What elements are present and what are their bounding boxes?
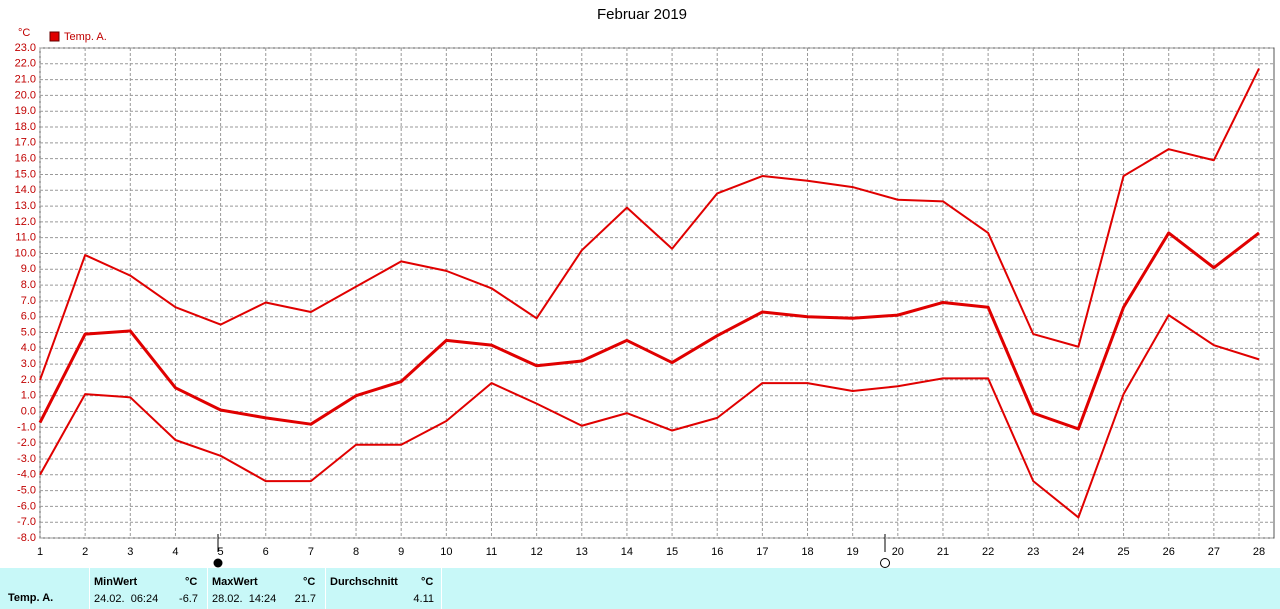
y-tick-label: 1.0 (21, 390, 36, 402)
x-tick-label: 8 (353, 546, 359, 558)
y-tick-label: 3.0 (21, 358, 36, 370)
x-tick-label: 5 (218, 546, 224, 558)
x-tick-label: 26 (1163, 546, 1175, 558)
y-tick-label: 9.0 (21, 263, 36, 275)
series-line (39, 314, 1260, 519)
y-tick-label: 20.0 (15, 89, 36, 101)
x-tick-label: 16 (711, 546, 723, 558)
y-tick-label: 14.0 (15, 184, 36, 196)
y-tick-label: 13.0 (15, 200, 36, 212)
y-tick-label: 19.0 (15, 105, 36, 117)
y-tick-label: -4.0 (17, 469, 36, 481)
plot-frame (39, 47, 1275, 539)
x-tick-label: 9 (398, 546, 404, 558)
summary-bar: Temp. A. MinWert °C 24.02. 06:24 -6.7 Ma… (0, 568, 1280, 609)
x-tick-label: 6 (263, 546, 269, 558)
y-tick-label: -6.0 (17, 500, 36, 512)
min-header: MinWert (94, 576, 138, 588)
x-tick-label: 12 (531, 546, 543, 558)
x-tick-label: 1 (37, 546, 43, 558)
x-tick-label: 24 (1072, 546, 1084, 558)
max-unit: °C (303, 576, 316, 588)
series-line (39, 68, 1260, 381)
legend-label: Temp. A. (64, 31, 107, 43)
y-tick-label: -7.0 (17, 516, 36, 528)
x-tick-label: 4 (172, 546, 178, 558)
y-tick-label: -8.0 (17, 532, 36, 544)
y-tick-label: -3.0 (17, 453, 36, 465)
new-moon (880, 558, 890, 568)
chart: Februar 2019 °C Temp. A. -8.0 -7.0 -6.0 -5.… (15, 6, 1275, 568)
y-tick-label: 5.0 (21, 326, 36, 338)
x-tick-label: 15 (666, 546, 678, 558)
x-tick-label: 10 (440, 546, 452, 558)
legend-swatch (49, 31, 60, 42)
y-tick-label: -5.0 (17, 484, 36, 496)
y-tick-label: 4.0 (21, 342, 36, 354)
x-tick-label: 7 (308, 546, 314, 558)
y-tick-label: 21.0 (15, 74, 36, 86)
y-tick-label: -2.0 (17, 437, 36, 449)
y-tick-label: -1.0 (17, 421, 36, 433)
y-tick-label: 17.0 (15, 137, 36, 149)
x-tick-label: 23 (1027, 546, 1039, 558)
x-tick-label: 21 (937, 546, 949, 558)
chart-title: Februar 2019 (597, 6, 687, 23)
y-tick-label: 22.0 (15, 58, 36, 70)
min-unit: °C (185, 576, 198, 588)
x-tick-label: 11 (486, 546, 497, 558)
y-tick-label: 8.0 (21, 279, 36, 291)
x-tick-label: 22 (982, 546, 994, 558)
full-moon (213, 558, 223, 568)
y-tick-label: 16.0 (15, 153, 36, 165)
y-tick-label: 2.0 (21, 374, 36, 386)
series-line (38, 231, 1260, 431)
x-tick-label: 14 (621, 546, 633, 558)
min-value: -6.7 (179, 593, 198, 605)
x-tick-label: 28 (1253, 546, 1265, 558)
avg-unit: °C (421, 576, 434, 588)
y-tick-label: 18.0 (15, 121, 36, 133)
y-tick-label: 6.0 (21, 311, 36, 323)
x-tick-label: 19 (847, 546, 859, 558)
y-tick-label: 12.0 (15, 216, 36, 228)
y-tick-label: 23.0 (15, 42, 36, 54)
y-tick-label: 0.0 (21, 405, 36, 417)
x-tick-label: 2 (82, 546, 88, 558)
y-tick-label: 7.0 (21, 295, 36, 307)
x-tick-label: 27 (1208, 546, 1220, 558)
max-header: MaxWert (212, 576, 258, 588)
max-time: 28.02. 14:24 (212, 593, 277, 605)
y-tick-label: 11.0 (15, 232, 36, 244)
x-tick-label: 17 (756, 546, 768, 558)
avg-value: 4.11 (413, 593, 434, 605)
y-unit: °C (18, 27, 30, 39)
x-tick-label: 18 (801, 546, 813, 558)
y-tick-label: 10.0 (15, 247, 36, 259)
y-tick-label: 15.0 (15, 168, 36, 180)
x-tick-label: 25 (1117, 546, 1129, 558)
max-value: 21.7 (294, 593, 316, 605)
x-tick-label: 13 (576, 546, 588, 558)
row-label: Temp. A. (8, 592, 54, 604)
min-time: 24.02. 06:24 (94, 593, 159, 605)
avg-header: Durchschnitt (330, 576, 398, 588)
x-tick-label: 3 (127, 546, 133, 558)
x-tick-label: 20 (892, 546, 904, 558)
